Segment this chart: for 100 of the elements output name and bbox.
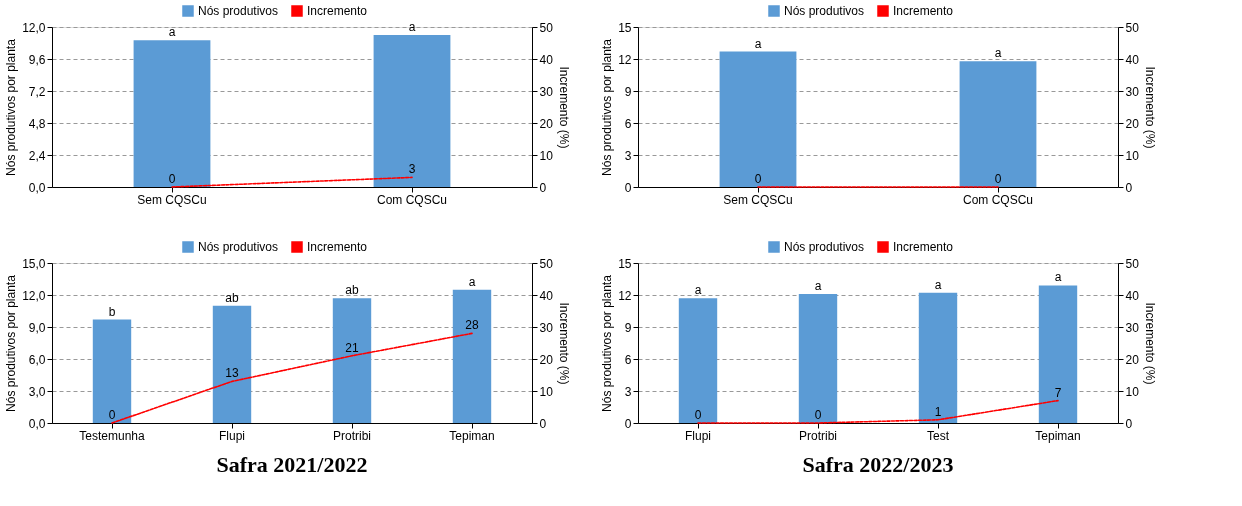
y2-tick-label: 10 [539, 384, 554, 399]
y2-tick-label: 50 [539, 256, 554, 271]
y-tick-label: 12 [618, 52, 632, 67]
y2-tick-label: 0 [1125, 416, 1133, 431]
y2-axis-title: Incremento (%) [556, 66, 571, 149]
y-tick-label: 15,0 [22, 256, 46, 271]
y2-tick-label: 40 [539, 288, 554, 303]
y-axis-title: Nós produtivos por planta [4, 38, 19, 176]
data-label: a [408, 20, 416, 34]
data-label: a [814, 278, 822, 293]
y2-tick-label: 0 [539, 416, 547, 431]
y-tick-label: 6 [624, 116, 632, 131]
x-tick-label: Sem CQSCu [137, 192, 207, 207]
data-label: 0 [754, 172, 762, 186]
y2-tick-label: 20 [1125, 116, 1140, 131]
y-axis-title: Nós produtivos por planta [4, 274, 19, 412]
data-label: 0 [994, 172, 1002, 186]
y-tick-label: 4,8 [28, 116, 46, 131]
y2-tick-label: 30 [1125, 320, 1140, 335]
y-tick-label: 9 [624, 320, 632, 335]
y2-tick-label: 10 [1125, 384, 1140, 399]
legend-label: Incremento [893, 240, 954, 254]
y2-tick-label: 20 [539, 116, 554, 131]
y-tick-label: 9,6 [28, 52, 46, 67]
y2-tick-label: 40 [1125, 52, 1140, 67]
y2-axis-title: Incremento (%) [1142, 302, 1157, 385]
x-tick-label: Tepiman [1035, 428, 1081, 443]
y2-tick-label: 50 [1125, 20, 1140, 35]
y-tick-label: 12,0 [22, 20, 46, 35]
data-label: a [754, 36, 762, 51]
y2-tick-label: 0 [539, 180, 547, 195]
data-label: a [468, 274, 476, 289]
y2-axis-title: Incremento (%) [556, 302, 571, 385]
data-label: 13 [225, 366, 239, 381]
y2-tick-label: 40 [539, 52, 554, 67]
legend-label: Nós produtivos [784, 240, 865, 254]
data-label: a [694, 283, 702, 298]
y-tick-label: 15 [618, 20, 632, 35]
data-label: b [108, 304, 116, 319]
bar [92, 319, 132, 423]
bar [452, 289, 492, 423]
data-label: 0 [814, 408, 822, 422]
legend-label: Nós produtivos [198, 4, 279, 18]
y2-tick-label: 30 [539, 84, 554, 99]
y2-tick-label: 0 [1125, 180, 1133, 195]
y-tick-label: 6 [624, 352, 632, 367]
bar [1038, 285, 1078, 423]
text: Safra 2021/2022 [216, 452, 368, 477]
legend-label: Incremento [307, 4, 368, 18]
bar [678, 298, 718, 423]
y-tick-label: 6,0 [28, 352, 46, 367]
y2-axis-title: Incremento (%) [1142, 66, 1157, 149]
y2-tick-label: 50 [1125, 256, 1140, 271]
data-label: 0 [108, 408, 116, 422]
y-tick-label: 2,4 [28, 148, 46, 163]
data-label: ab [225, 290, 239, 305]
data-label: 0 [168, 172, 176, 186]
y-tick-label: 0 [624, 416, 632, 431]
legend-label: Incremento [893, 4, 954, 18]
data-label: a [168, 25, 176, 40]
y2-tick-label: 50 [539, 20, 554, 35]
y-tick-label: 0 [624, 180, 632, 195]
y2-tick-label: 30 [539, 320, 554, 335]
data-label: 7 [1054, 385, 1062, 400]
data-label: 28 [465, 318, 479, 333]
text: Safra 2022/2023 [802, 452, 954, 477]
y2-tick-label: 30 [1125, 84, 1140, 99]
x-tick-label: Com CQSCu [376, 192, 448, 207]
y-axis-title: Nós produtivos por planta [600, 38, 615, 176]
y-tick-label: 0,0 [28, 416, 46, 431]
x-tick-label: Flupi [684, 428, 712, 443]
x-tick-label: Protribi [332, 428, 372, 443]
y-tick-label: 12,0 [22, 288, 46, 303]
y2-tick-label: 20 [539, 352, 554, 367]
x-tick-label: Sem CQSCu [723, 192, 793, 207]
bar [332, 298, 372, 423]
data-label: a [994, 46, 1002, 61]
x-tick-label: Flupi [218, 428, 246, 443]
legend-label: Incremento [307, 240, 368, 254]
bar [918, 292, 958, 423]
y-tick-label: 9,0 [28, 320, 46, 335]
line-series [111, 332, 473, 424]
y2-tick-label: 40 [1125, 288, 1140, 303]
y-tick-label: 3,0 [28, 384, 46, 399]
y-tick-label: 3 [624, 384, 632, 399]
data-label: a [1054, 270, 1062, 285]
y2-tick-label: 10 [539, 148, 554, 163]
data-label: 1 [934, 404, 942, 419]
x-tick-label: Testemunha [79, 428, 146, 443]
x-tick-label: Com CQSCu [962, 192, 1034, 207]
bar [798, 293, 838, 423]
legend-label: Nós produtivos [198, 240, 279, 254]
y-tick-label: 12 [618, 288, 632, 303]
y2-tick-label: 20 [1125, 352, 1140, 367]
y2-tick-label: 10 [1125, 148, 1140, 163]
bar [212, 305, 252, 423]
legend-label: Nós produtivos [784, 4, 865, 18]
data-label: 3 [408, 162, 416, 177]
y-tick-label: 15 [618, 256, 632, 271]
x-tick-label: Tepiman [449, 428, 495, 443]
